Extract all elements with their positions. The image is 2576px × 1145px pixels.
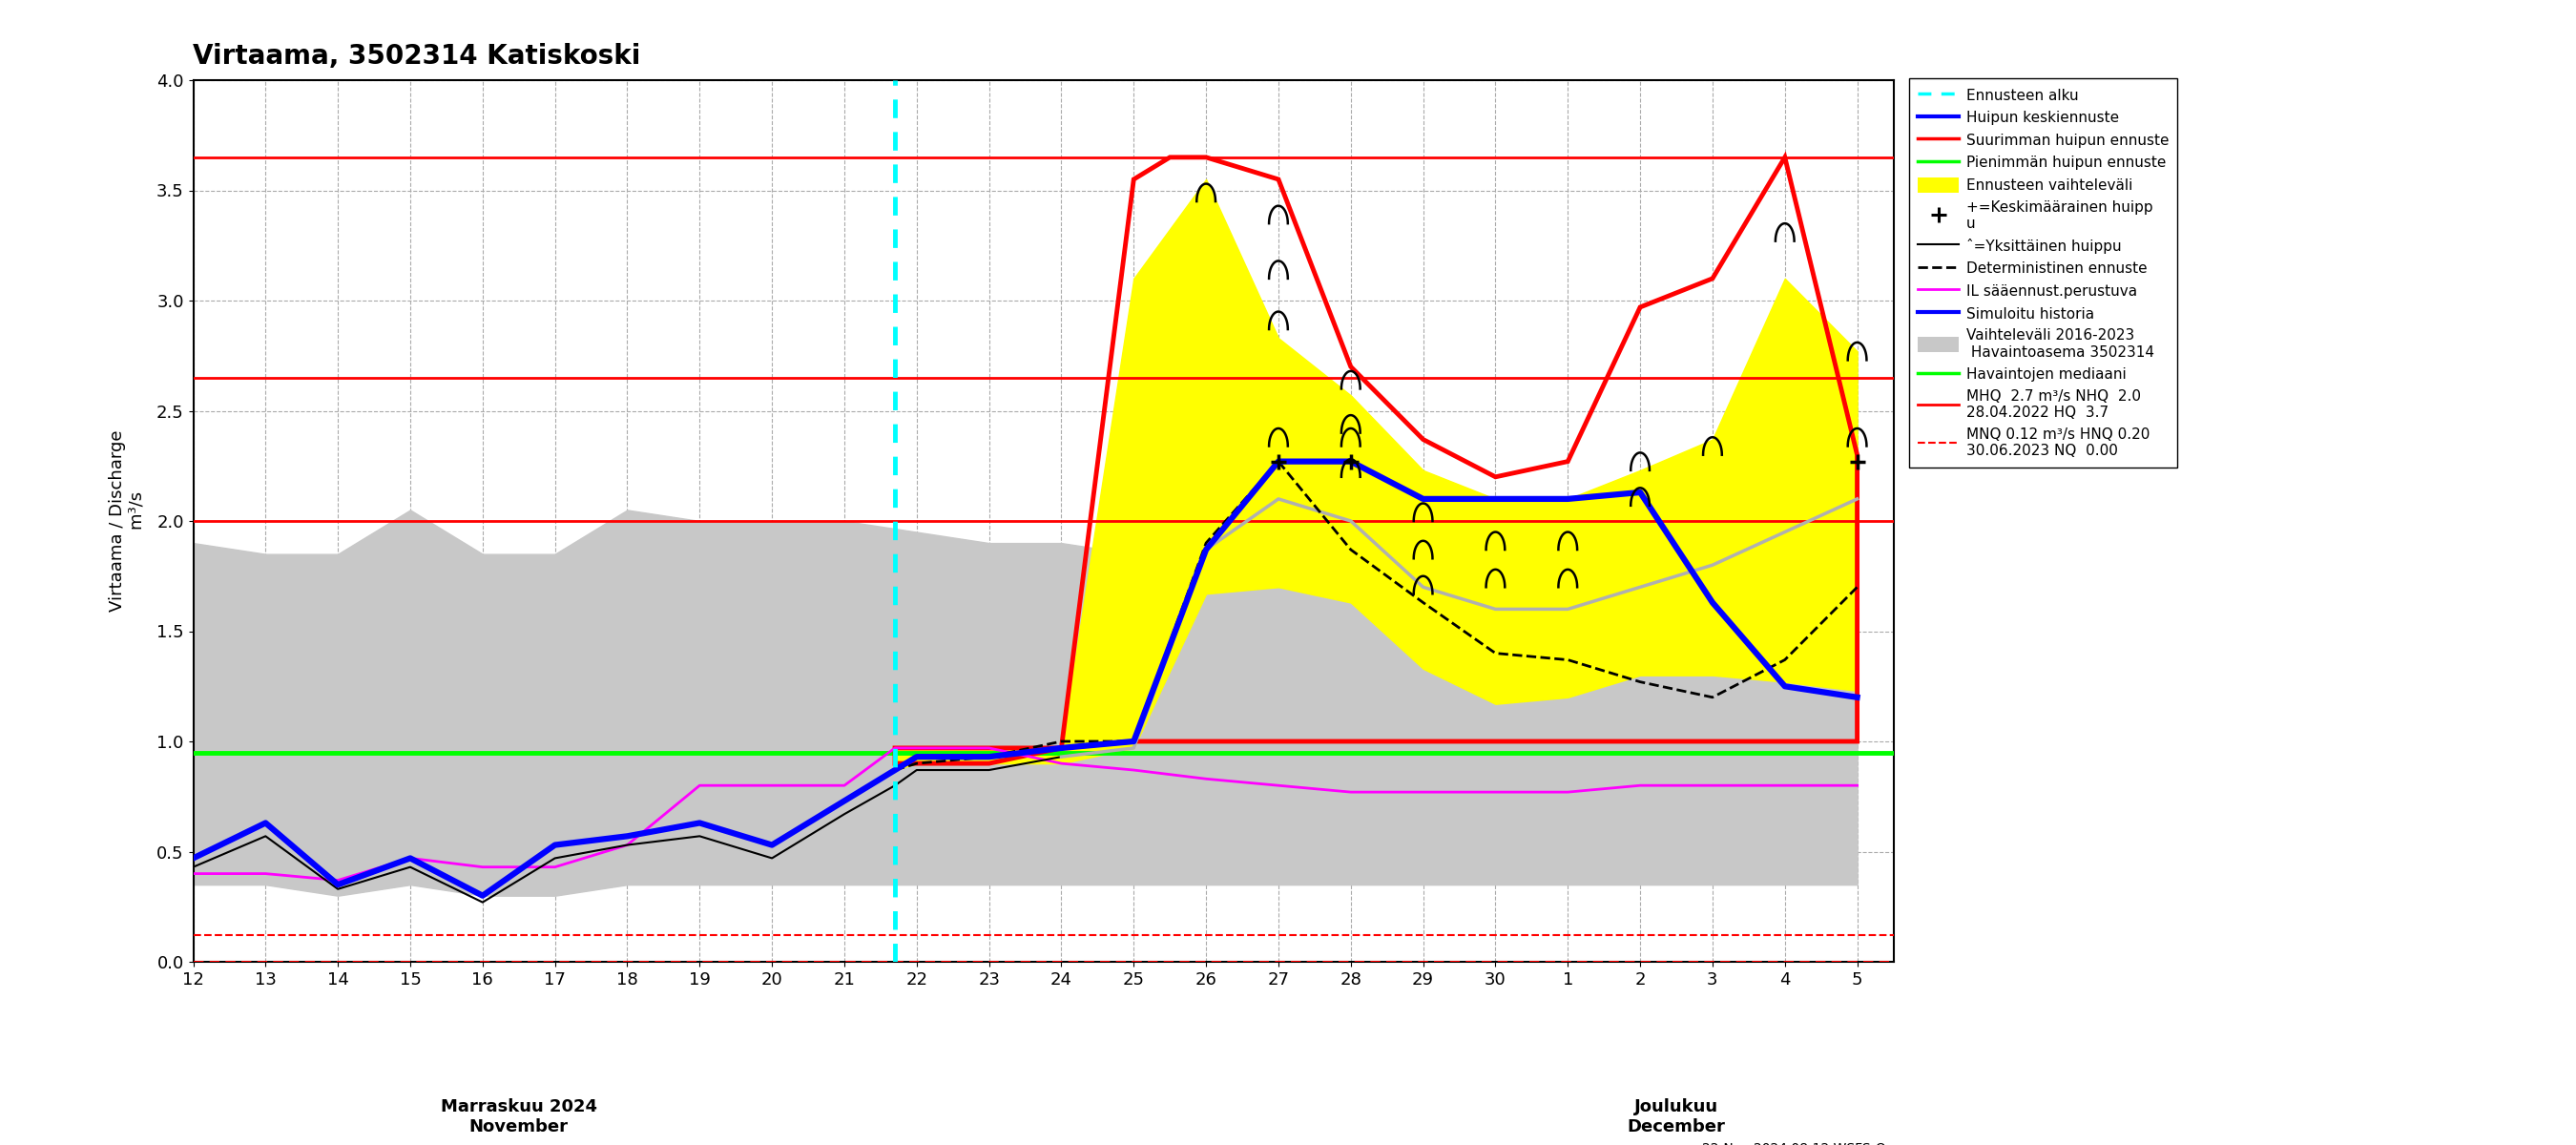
Legend: Ennusteen alku, Huipun keskiennuste, Suurimman huipun ennuste, Pienimmän huipun : Ennusteen alku, Huipun keskiennuste, Suu… [1909,79,2177,467]
Text: Virtaama, 3502314 Katiskoski: Virtaama, 3502314 Katiskoski [193,44,641,70]
Y-axis label: Virtaama / Discharge
    m³/s: Virtaama / Discharge m³/s [108,431,147,611]
Text: Joulukuu
December: Joulukuu December [1628,1098,1726,1136]
Text: 22-Nov-2024 08:12 WSFS-O: 22-Nov-2024 08:12 WSFS-O [1703,1143,1886,1145]
Text: Marraskuu 2024
November: Marraskuu 2024 November [440,1098,598,1136]
